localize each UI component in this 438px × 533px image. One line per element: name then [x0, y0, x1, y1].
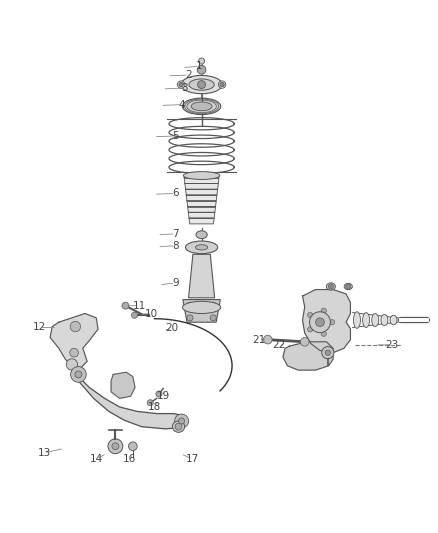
Ellipse shape [344, 283, 353, 290]
Polygon shape [184, 177, 219, 183]
Text: 8: 8 [172, 240, 179, 251]
Circle shape [187, 315, 193, 321]
Circle shape [325, 350, 330, 356]
Text: 22: 22 [272, 340, 286, 350]
Text: 9: 9 [172, 278, 179, 288]
Circle shape [322, 346, 334, 359]
Text: 14: 14 [90, 454, 103, 464]
Text: 10: 10 [145, 309, 158, 319]
Text: 21: 21 [252, 335, 266, 345]
Circle shape [220, 83, 224, 87]
Circle shape [310, 312, 330, 333]
Circle shape [328, 284, 333, 289]
Text: 7: 7 [172, 229, 179, 239]
Circle shape [175, 423, 182, 430]
Circle shape [66, 359, 78, 370]
Circle shape [70, 349, 78, 357]
Text: 17: 17 [185, 454, 199, 464]
Ellipse shape [390, 315, 397, 325]
Ellipse shape [372, 313, 379, 327]
Circle shape [122, 302, 129, 309]
Text: 2: 2 [185, 70, 192, 80]
Circle shape [197, 66, 206, 74]
Circle shape [128, 442, 137, 450]
Circle shape [112, 443, 119, 450]
Circle shape [210, 302, 216, 308]
Polygon shape [70, 367, 185, 429]
Circle shape [321, 331, 326, 336]
Ellipse shape [196, 231, 207, 239]
Circle shape [307, 327, 313, 332]
Ellipse shape [184, 172, 220, 180]
Polygon shape [188, 212, 215, 218]
Circle shape [179, 418, 185, 424]
Ellipse shape [183, 301, 221, 313]
Text: 16: 16 [123, 454, 136, 464]
Ellipse shape [195, 245, 208, 250]
Ellipse shape [381, 314, 388, 326]
Ellipse shape [189, 79, 214, 90]
Ellipse shape [191, 102, 212, 111]
Circle shape [198, 58, 205, 64]
Circle shape [131, 312, 138, 318]
Circle shape [300, 337, 309, 346]
Ellipse shape [219, 81, 226, 88]
Polygon shape [187, 201, 216, 207]
Ellipse shape [177, 81, 185, 88]
Circle shape [175, 414, 188, 428]
Circle shape [70, 321, 81, 332]
Ellipse shape [173, 421, 185, 432]
Text: 5: 5 [172, 131, 179, 141]
Ellipse shape [353, 312, 360, 328]
Polygon shape [283, 342, 333, 370]
Circle shape [187, 302, 193, 308]
Polygon shape [188, 254, 215, 298]
Text: 20: 20 [166, 324, 179, 333]
Ellipse shape [185, 241, 218, 254]
Text: 1: 1 [196, 61, 203, 71]
Circle shape [71, 367, 86, 382]
Polygon shape [186, 189, 218, 195]
Text: 13: 13 [37, 448, 51, 458]
Ellipse shape [181, 76, 222, 94]
Circle shape [75, 371, 82, 378]
Polygon shape [183, 300, 220, 322]
Polygon shape [185, 183, 218, 189]
Text: 6: 6 [172, 188, 179, 198]
Polygon shape [186, 195, 217, 201]
Circle shape [321, 308, 326, 313]
Circle shape [179, 83, 184, 87]
Polygon shape [303, 289, 350, 353]
Text: 23: 23 [385, 340, 399, 350]
Ellipse shape [183, 98, 221, 115]
Text: 18: 18 [148, 402, 161, 411]
Text: 12: 12 [33, 322, 46, 333]
Polygon shape [111, 372, 135, 398]
Circle shape [210, 315, 216, 321]
Text: 19: 19 [157, 391, 170, 401]
Circle shape [263, 335, 272, 344]
Circle shape [316, 318, 324, 327]
Polygon shape [50, 313, 98, 368]
Polygon shape [189, 218, 214, 224]
Ellipse shape [363, 313, 370, 327]
Text: 4: 4 [179, 100, 185, 110]
Circle shape [147, 400, 153, 406]
Circle shape [156, 391, 162, 397]
Circle shape [346, 284, 351, 289]
Circle shape [307, 312, 313, 318]
Circle shape [329, 320, 335, 325]
Text: 3: 3 [181, 83, 187, 93]
Polygon shape [187, 207, 215, 212]
Ellipse shape [326, 283, 336, 290]
Circle shape [198, 80, 205, 88]
Circle shape [108, 439, 123, 454]
Text: 11: 11 [133, 301, 146, 311]
